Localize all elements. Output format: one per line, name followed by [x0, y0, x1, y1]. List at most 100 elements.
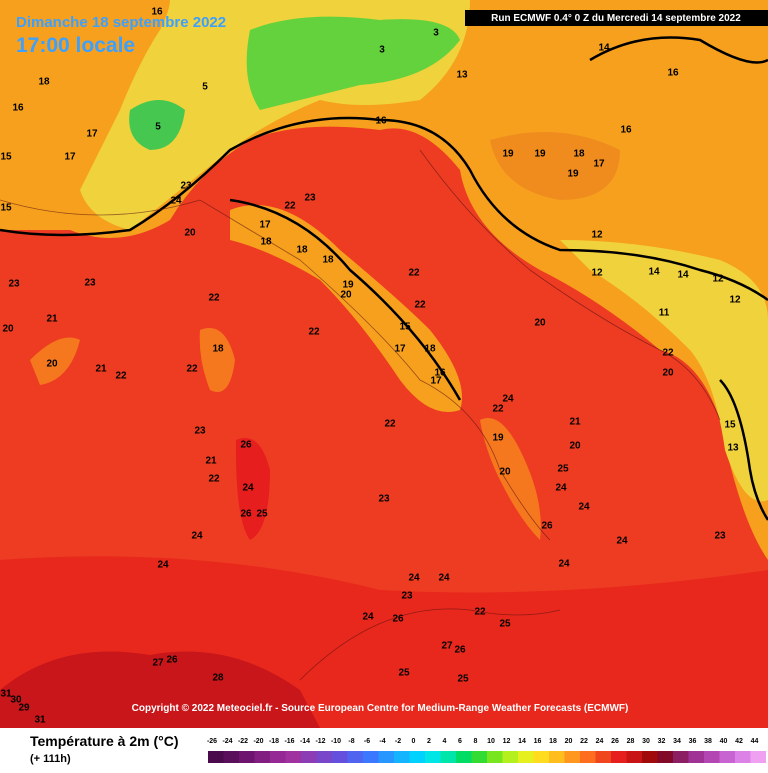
- scale-swatch: [347, 751, 363, 763]
- temperature-label: 24: [578, 502, 590, 513]
- temperature-label: 24: [362, 612, 374, 623]
- scale-swatch: [688, 751, 704, 763]
- temperature-label: 22: [284, 201, 296, 212]
- temperature-label: 17: [394, 344, 406, 355]
- temperature-label: 20: [46, 359, 58, 370]
- scale-tick-label: -18: [269, 738, 279, 745]
- temperature-label: 20: [2, 324, 14, 335]
- scale-swatch: [254, 751, 270, 763]
- temperature-label: 24: [502, 394, 514, 405]
- temperature-label: 19: [567, 169, 579, 180]
- scale-swatch: [425, 751, 441, 763]
- baleares: [30, 337, 80, 385]
- scale-swatch: [502, 751, 518, 763]
- alps-high: [246, 16, 460, 111]
- temperature-label: 14: [598, 43, 610, 54]
- temperature-label: 23: [378, 494, 390, 505]
- temperature-label: 17: [64, 152, 76, 163]
- scale-swatch: [595, 751, 611, 763]
- temperature-label: 13: [456, 70, 468, 81]
- temperature-label: 24: [555, 483, 567, 494]
- scale-tick-label: 36: [689, 738, 697, 745]
- scale-tick-label: -20: [253, 738, 263, 745]
- scale-tick-label: -24: [222, 738, 232, 745]
- temperature-label: 17: [86, 129, 98, 140]
- temperature-label: 24: [170, 196, 182, 207]
- time: 17:00 locale: [16, 34, 135, 57]
- temperature-label: 23: [714, 531, 726, 542]
- scale-tick-label: -22: [238, 738, 248, 745]
- temperature-label: 14: [677, 270, 689, 281]
- temperature-label: 21: [205, 456, 217, 467]
- temperature-label: 27: [152, 658, 164, 669]
- temperature-label: 26: [166, 655, 178, 666]
- temperature-label: 5: [202, 82, 208, 93]
- temperature-label: 28: [212, 673, 224, 684]
- temperature-label: 25: [256, 509, 268, 520]
- corsica: [199, 328, 235, 392]
- pannonia: [490, 132, 620, 200]
- temperature-label: 22: [492, 404, 504, 415]
- scale-tick-label: 12: [503, 738, 511, 745]
- temperature-label: 3: [379, 45, 385, 56]
- scale-tick-label: 32: [658, 738, 666, 745]
- scale-swatch: [750, 751, 766, 763]
- scale-tick-label: 4: [443, 738, 447, 745]
- run-info: Run ECMWF 0.4° 0 Z du Mercredi 14 septem…: [491, 13, 741, 24]
- scale-tick-label: 16: [534, 738, 542, 745]
- scale-swatch: [208, 751, 224, 763]
- temperature-label: 24: [616, 536, 628, 547]
- temperature-label: 22: [186, 364, 198, 375]
- scale-swatch: [673, 751, 689, 763]
- temperature-label: 22: [662, 348, 674, 359]
- temperature-label: 20: [662, 368, 674, 379]
- contours: [0, 36, 768, 521]
- scale-tick-label: 14: [518, 738, 526, 745]
- temperature-label: 30: [10, 695, 22, 706]
- temperature-label: 20: [340, 290, 352, 301]
- scale-swatch: [440, 751, 456, 763]
- temperature-label: 29: [18, 703, 30, 714]
- temperature-label: 18: [424, 344, 436, 355]
- temperature-label: 15: [0, 203, 12, 214]
- temperature-label: 22: [208, 474, 220, 485]
- temperature-label: 23: [180, 181, 192, 192]
- scale-tick-label: 38: [704, 738, 712, 745]
- temperature-label: 22: [414, 300, 426, 311]
- scale-swatch: [626, 751, 642, 763]
- scale-tick-label: -14: [300, 738, 310, 745]
- scale-swatch: [332, 751, 348, 763]
- temperature-label: 22: [384, 419, 396, 430]
- temperature-label: 12: [591, 230, 603, 241]
- scale-tick-label: -8: [348, 738, 354, 745]
- scale-tick-label: -6: [364, 738, 370, 745]
- scale-tick-label: -4: [379, 738, 385, 745]
- alps-west-high: [129, 100, 185, 150]
- scale-tick-label: 22: [580, 738, 588, 745]
- temperature-label: 17: [259, 220, 271, 231]
- temperature-label: 18: [573, 149, 585, 160]
- temperature-label: 24: [438, 573, 450, 584]
- scale-tick-label: 8: [474, 738, 478, 745]
- scale-swatch: [580, 751, 596, 763]
- temperature-label: 25: [557, 464, 569, 475]
- scale-tick-label: 44: [751, 738, 759, 745]
- temperature-label: 21: [95, 364, 107, 375]
- temperature-label: 12: [729, 295, 741, 306]
- scale-swatch: [471, 751, 487, 763]
- temperature-label: 13: [727, 443, 739, 454]
- temperature-label: 19: [502, 149, 514, 160]
- temperature-label: 27: [441, 641, 453, 652]
- apennines: [230, 205, 462, 412]
- temperature-label: 23: [194, 426, 206, 437]
- color-scale: -26 -24 -22 -20 -18 -16 -14 -12 -10 -8 -6 -4 -2 0 2 4 6 8…: [207, 738, 766, 763]
- scale-swatch: [239, 751, 255, 763]
- temperature-label: 3: [433, 28, 439, 39]
- scale-tick-label: 40: [720, 738, 728, 745]
- temperature-label: 12: [591, 268, 603, 279]
- temperature-label: 23: [304, 193, 316, 204]
- temperature-label: 25: [398, 668, 410, 679]
- temperature-label: 17: [593, 159, 605, 170]
- scale-swatch: [719, 751, 735, 763]
- scale-swatch: [704, 751, 720, 763]
